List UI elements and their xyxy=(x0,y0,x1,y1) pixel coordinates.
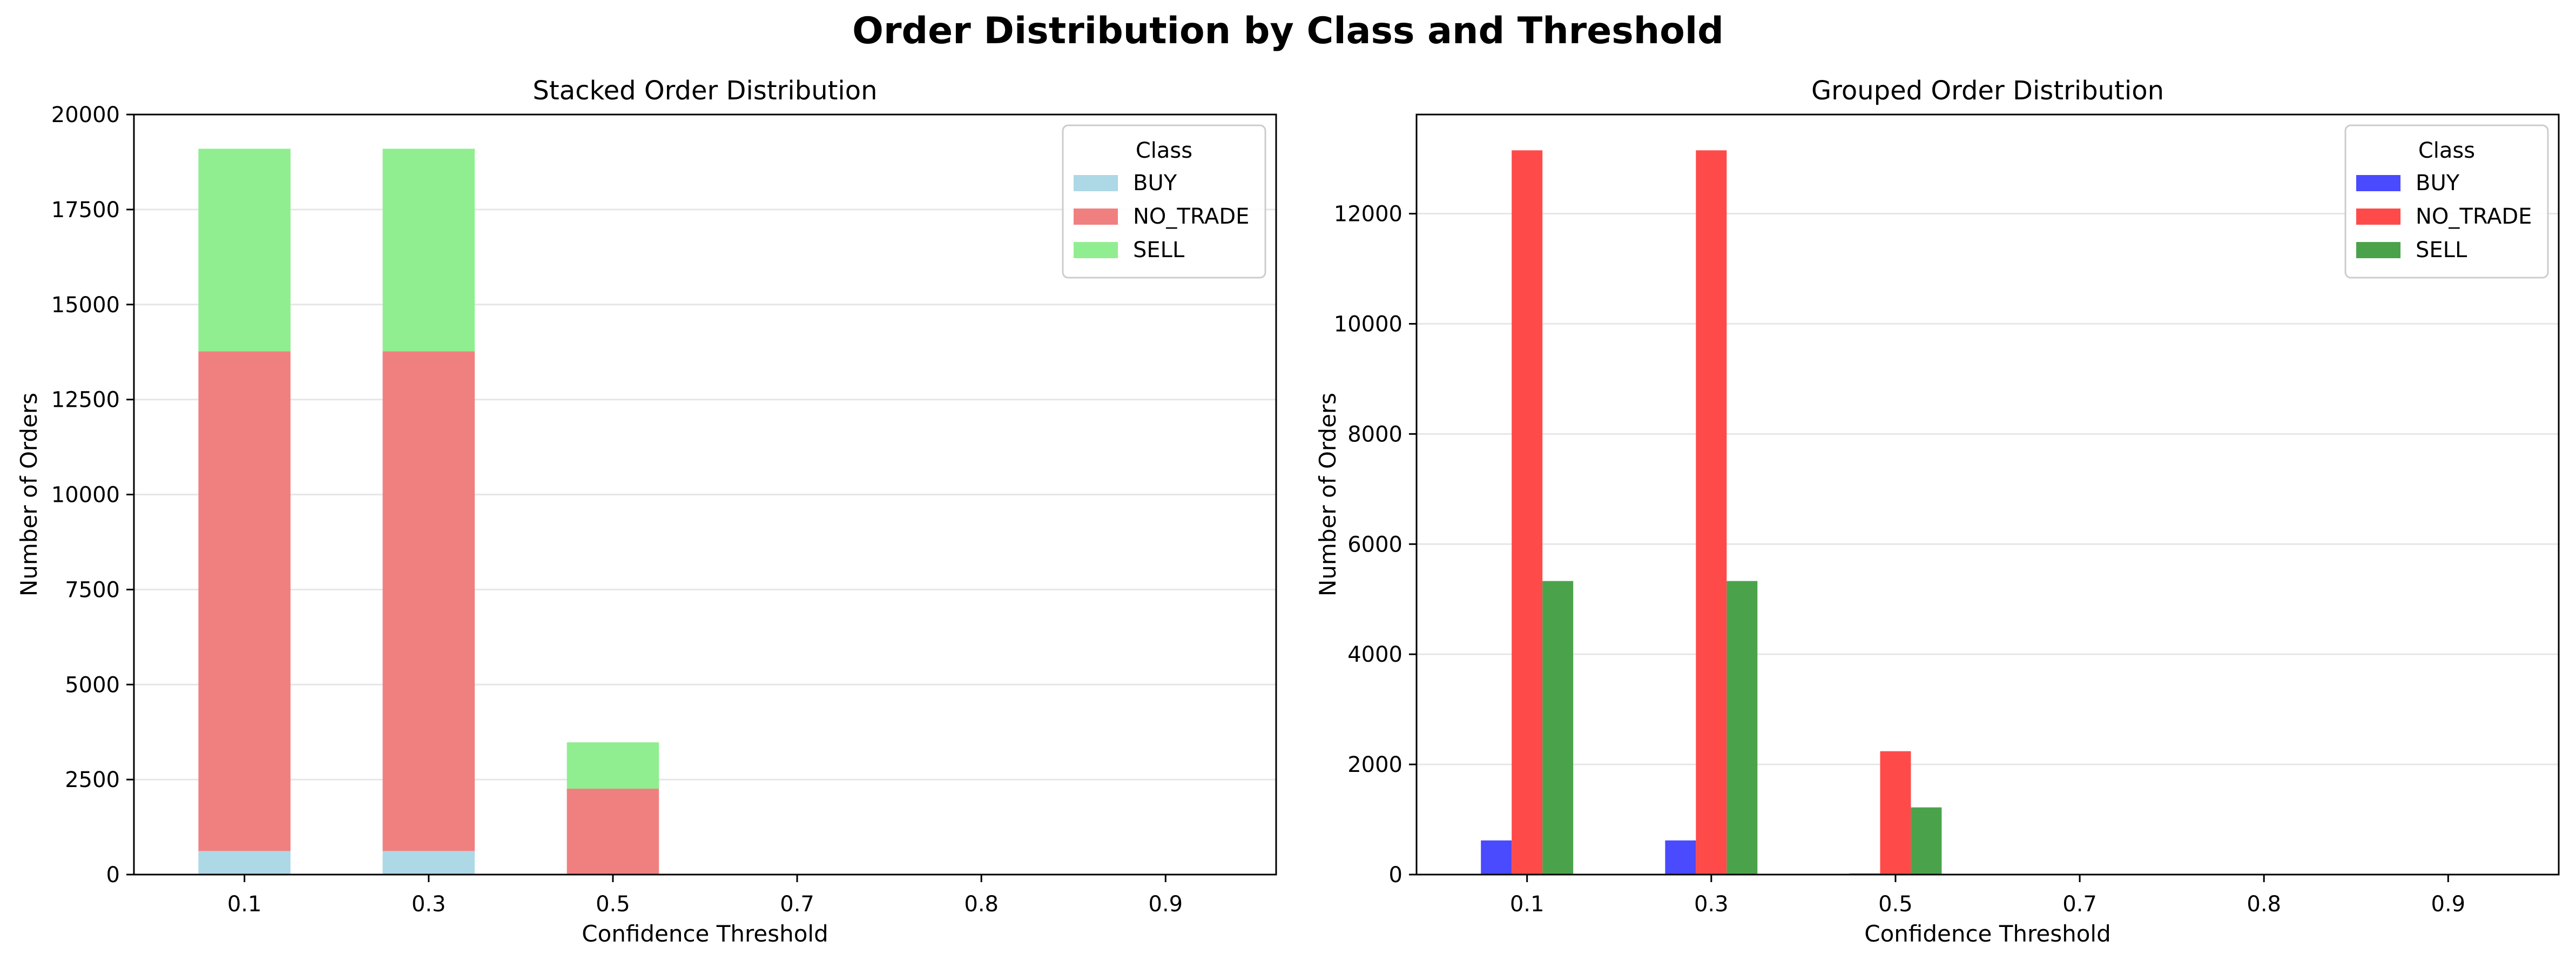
bar-no-trade xyxy=(198,351,291,851)
y-axis-label: Number of Orders xyxy=(16,393,42,596)
legend-label: BUY xyxy=(2416,171,2460,196)
legend-label: NO_TRADE xyxy=(2416,204,2532,229)
x-tick-label: 0.1 xyxy=(1510,892,1545,917)
y-tick-label: 10000 xyxy=(51,483,120,508)
y-tick-label: 0 xyxy=(1389,863,1402,888)
x-tick-label: 0.8 xyxy=(2247,892,2281,917)
legend: Class BUY NO_TRADE SELL xyxy=(1062,124,1266,279)
chart-title: Grouped Order Distribution xyxy=(1811,76,2164,106)
bar-sell xyxy=(1542,581,1574,875)
legend-swatch xyxy=(1074,242,1118,258)
y-tick-label: 15000 xyxy=(51,293,120,318)
stacked-bar-chart: 0 2500 5000 7500 10000 12500 15000 17500 20000 0.… xyxy=(16,76,1277,947)
x-tick-label: 0.3 xyxy=(1694,892,1729,917)
y-tick-label: 12000 xyxy=(1334,202,1402,227)
chart-title: Stacked Order Distribution xyxy=(532,76,877,106)
x-tick-label: 0.5 xyxy=(1878,892,1913,917)
x-tick-label: 0.9 xyxy=(2431,892,2466,917)
x-tick-label: 0.7 xyxy=(2062,892,2097,917)
legend-title: Class xyxy=(1136,138,1192,163)
legend-box xyxy=(1062,124,1266,279)
legend-label: BUY xyxy=(1133,171,1177,196)
legend-title: Class xyxy=(2418,138,2475,163)
y-tick-label: 20000 xyxy=(51,103,120,127)
bar-no-trade xyxy=(1880,751,1911,875)
y-tick-label: 6000 xyxy=(1347,532,1402,557)
y-tick-label: 4000 xyxy=(1347,642,1402,667)
bar-buy xyxy=(198,851,291,875)
bar-sell xyxy=(382,149,475,352)
bar-no-trade xyxy=(1696,150,1727,875)
y-tick-label: 0 xyxy=(106,863,120,888)
y-tick-label: 5000 xyxy=(65,673,120,697)
bar-no-trade xyxy=(382,351,475,851)
y-tick-label: 8000 xyxy=(1347,422,1402,447)
y-tick-label: 2000 xyxy=(1347,752,1402,777)
legend-swatch xyxy=(1074,175,1118,191)
legend-swatch xyxy=(2356,209,2400,225)
figure-title: Order Distribution by Class and Threshol… xyxy=(852,10,1724,52)
bar-buy xyxy=(1481,840,1512,875)
bar-sell xyxy=(1727,581,1758,875)
bar-buy xyxy=(382,851,475,875)
x-tick-label: 0.3 xyxy=(412,892,446,917)
y-tick-label: 7500 xyxy=(65,577,120,602)
y-tick-label: 17500 xyxy=(51,198,120,223)
legend-label: SELL xyxy=(1133,238,1185,263)
x-axis-label: Confidence Threshold xyxy=(582,920,828,947)
bar-buy xyxy=(1665,840,1696,875)
bar-no-trade xyxy=(567,789,659,874)
bar-sell xyxy=(1911,807,1942,875)
y-axis-label: Number of Orders xyxy=(1314,393,1341,596)
x-tick-label: 0.8 xyxy=(964,892,999,917)
y-tick-label: 12500 xyxy=(51,388,120,413)
legend-swatch xyxy=(1074,209,1118,225)
x-tick-label: 0.5 xyxy=(596,892,630,917)
legend-label: SELL xyxy=(2416,238,2467,263)
legend-label: NO_TRADE xyxy=(1133,204,1249,229)
bar-sell xyxy=(567,742,659,789)
y-tick-label: 2500 xyxy=(65,768,120,792)
x-axis-label: Confidence Threshold xyxy=(1864,920,2110,947)
legend-box xyxy=(2344,124,2549,279)
bar-no-trade xyxy=(1512,150,1543,875)
legend: Class BUY NO_TRADE SELL xyxy=(2344,124,2549,279)
grouped-bar-chart: 0 2000 4000 6000 8000 10000 12000 0.1 0.3 0.5 0.7 0… xyxy=(1314,76,2560,947)
x-tick-label: 0.9 xyxy=(1149,892,1183,917)
bar-sell xyxy=(198,149,291,352)
x-tick-label: 0.1 xyxy=(227,892,262,917)
y-tick-label: 10000 xyxy=(1334,312,1402,337)
axes-frame xyxy=(1415,113,2560,876)
x-tick-label: 0.7 xyxy=(780,892,814,917)
legend-swatch xyxy=(2356,175,2400,191)
legend-swatch xyxy=(2356,242,2400,258)
